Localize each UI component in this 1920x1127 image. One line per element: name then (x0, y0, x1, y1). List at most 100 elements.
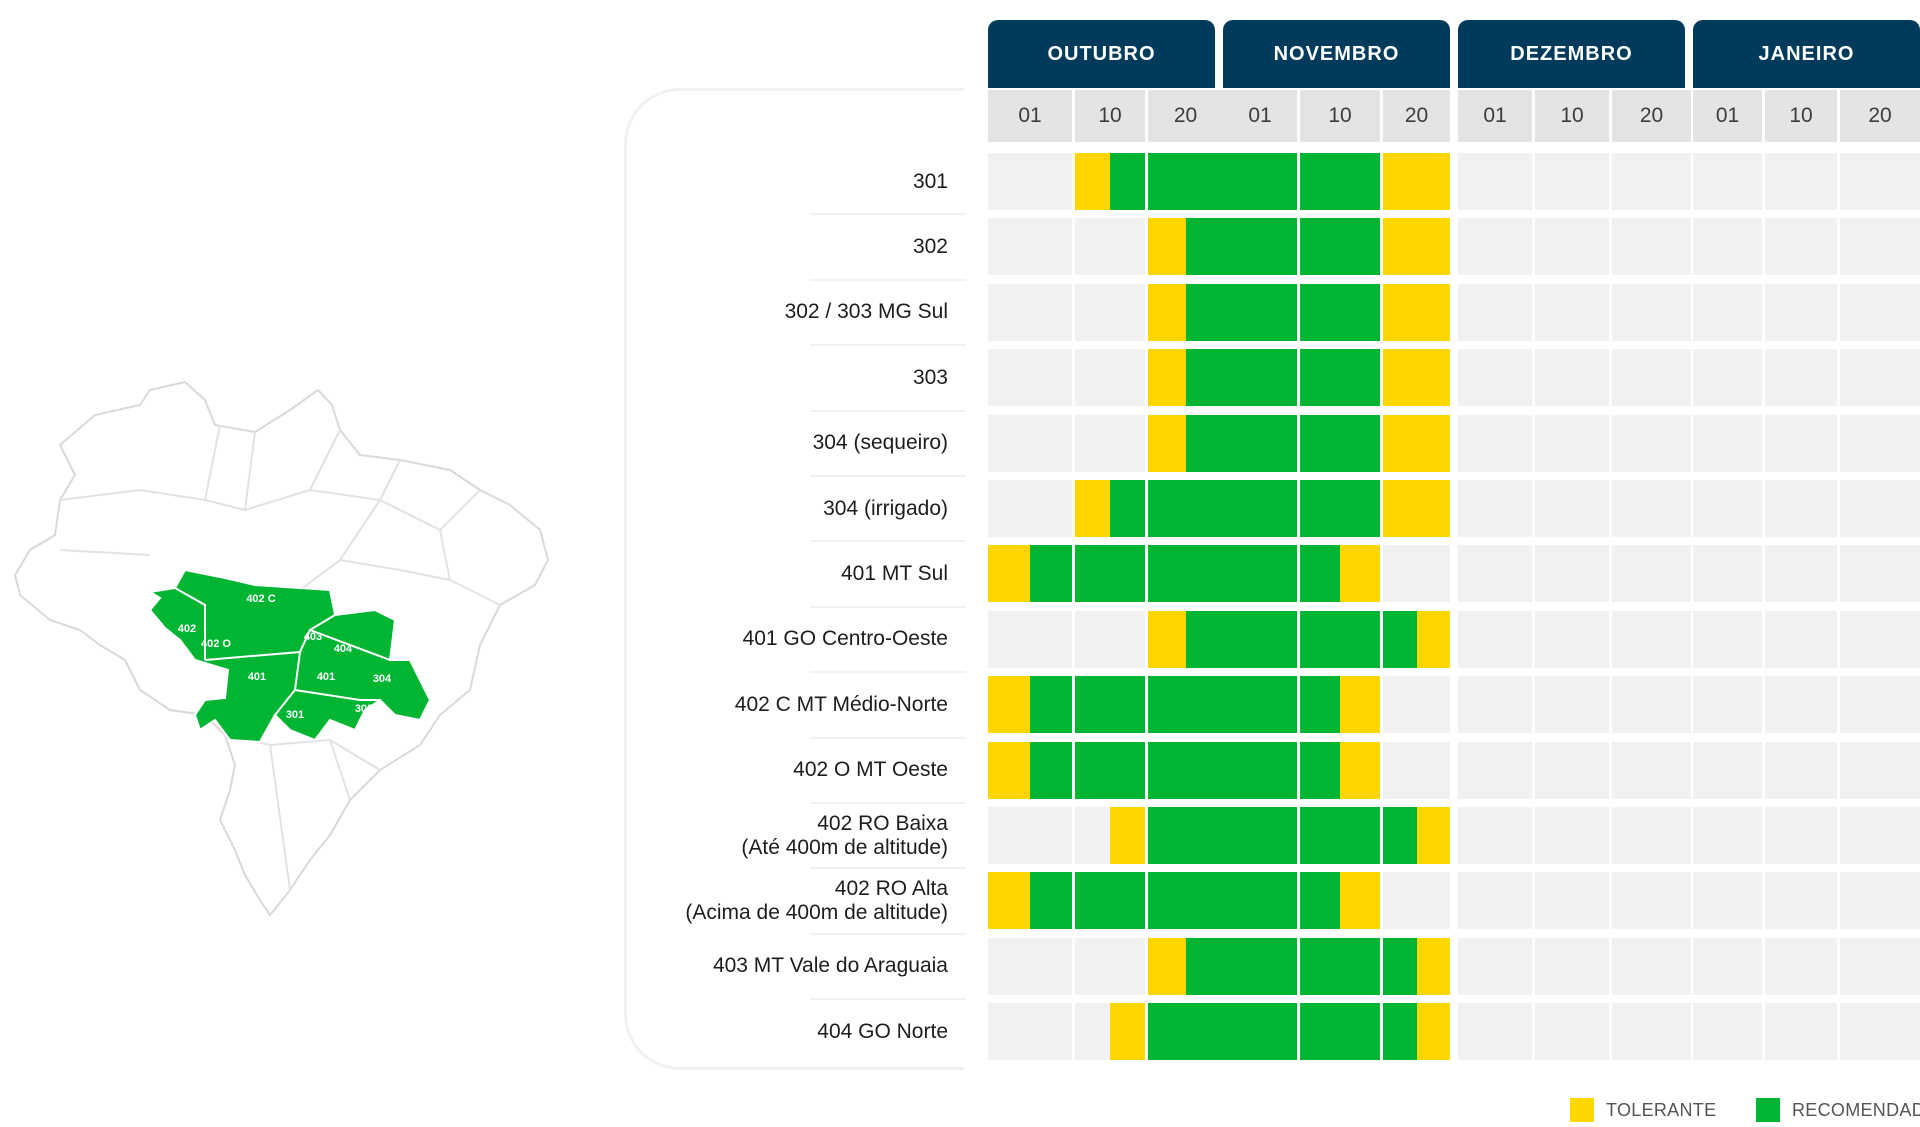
recomendado-mark (1185, 676, 1223, 734)
calendar-cell (1300, 610, 1380, 668)
calendar-cell (1148, 1003, 1223, 1061)
tolerante-mark (1416, 414, 1450, 472)
recomendado-mark (1340, 610, 1380, 668)
recomendado-mark (1223, 1003, 1260, 1061)
calendar-cell (1223, 807, 1297, 864)
calendar-cell (1535, 349, 1609, 407)
calendar-cell (1300, 283, 1380, 341)
calendar-cell (1148, 545, 1223, 603)
recomendado-mark (1223, 610, 1260, 668)
recomendado-mark (1185, 807, 1223, 864)
calendar-cell (988, 872, 1072, 930)
recomendado-mark (1148, 153, 1186, 210)
calendar-cell (1223, 1003, 1297, 1061)
tolerante-mark (1340, 741, 1380, 799)
recomendado-mark (1260, 807, 1297, 864)
calendar-cell (1383, 283, 1450, 341)
recomendado-mark (1185, 610, 1223, 668)
calendar-cell (1458, 1003, 1532, 1061)
calendar-cell (988, 480, 1072, 537)
calendar-cell (1693, 283, 1762, 341)
recomendado-mark (1148, 807, 1186, 864)
tolerante-mark (1383, 153, 1417, 210)
recomendado-mark (1148, 1003, 1186, 1061)
row-label: 401 MT Sul (841, 561, 948, 585)
day-header-dezembro-20: 20 (1612, 90, 1691, 142)
tolerante-mark (1075, 153, 1110, 210)
calendar-cell (1535, 414, 1609, 472)
calendar-cell (1300, 414, 1380, 472)
calendar-cell (1300, 480, 1380, 537)
calendar-cell (1765, 414, 1837, 472)
calendar-cell (1223, 610, 1297, 668)
recomendado-mark (1300, 349, 1340, 407)
legend-swatch-recomendado (1756, 1098, 1780, 1122)
calendar-cell (988, 610, 1072, 668)
recomendado-mark (1185, 480, 1223, 537)
row-label: 302 / 303 MG Sul (784, 300, 948, 324)
calendar-cell (1535, 610, 1609, 668)
recomendado-mark (1075, 872, 1110, 930)
calendar-cell (1765, 1003, 1837, 1061)
recomendado-mark (1383, 610, 1417, 668)
calendar-cell (1840, 153, 1920, 210)
recomendado-mark (1300, 807, 1340, 864)
calendar-cell (1383, 872, 1450, 930)
calendar-cell (1535, 153, 1609, 210)
calendar-cell (1840, 545, 1920, 603)
calendar-cell (1765, 349, 1837, 407)
calendar-cell (1840, 414, 1920, 472)
calendar-cell (1535, 937, 1609, 995)
calendar-cell (1840, 1003, 1920, 1061)
recomendado-mark (1260, 545, 1297, 603)
month-header-outubro: OUTUBRO (988, 20, 1215, 88)
recomendado-mark (1223, 937, 1260, 995)
tolerante-mark (1340, 872, 1380, 930)
day-header-novembro-10: 10 (1300, 90, 1380, 142)
calendar-cell (1612, 1003, 1691, 1061)
recomendado-mark (1223, 349, 1260, 407)
day-header-outubro-20: 20 (1148, 90, 1223, 142)
calendar-cell (1765, 937, 1837, 995)
row-label: 403 MT Vale do Araguaia (712, 954, 948, 978)
calendar-cell (1300, 741, 1380, 799)
recomendado-mark (1075, 741, 1110, 799)
calendar-cell (1075, 676, 1145, 734)
month-header-janeiro: JANEIRO (1693, 20, 1920, 88)
tolerante-mark (1110, 1003, 1145, 1061)
day-header-janeiro-20: 20 (1840, 90, 1920, 142)
calendar-cell (1693, 218, 1762, 276)
calendar-cell (1148, 480, 1223, 537)
calendar-cell (1535, 283, 1609, 341)
calendar-cell (1300, 153, 1380, 210)
calendar-cell (1458, 610, 1532, 668)
calendar-cell (1765, 610, 1837, 668)
calendar-cell (1840, 807, 1920, 864)
calendar-cell (1300, 807, 1380, 864)
calendar-cell (1148, 283, 1223, 341)
recomendado-mark (1300, 480, 1340, 537)
row-divider (810, 540, 966, 543)
map-label-401-mt: 401 (248, 671, 266, 683)
row-divider (810, 867, 966, 870)
calendar-cell (1075, 741, 1145, 799)
tolerante-mark (1148, 610, 1186, 668)
tolerante-mark (1416, 1003, 1450, 1061)
calendar-cell (1458, 153, 1532, 210)
calendar-cell (1075, 414, 1145, 472)
calendar-cell (1765, 741, 1837, 799)
calendar-cell (988, 676, 1072, 734)
calendar-cell (1693, 545, 1762, 603)
tolerante-mark (1416, 480, 1450, 537)
calendar-cell (1300, 545, 1380, 603)
calendar-cell (1693, 807, 1762, 864)
recomendado-mark (1185, 153, 1223, 210)
month-header-novembro: NOVEMBRO (1223, 20, 1450, 88)
calendar-cell (1535, 480, 1609, 537)
calendar-cell (1765, 283, 1837, 341)
calendar-cell (1458, 676, 1532, 734)
tolerante-mark (1110, 807, 1145, 864)
calendar-cell (1693, 414, 1762, 472)
calendar-cell (988, 218, 1072, 276)
brazil-map: 402 402 C 402 O 401 403 404 401 304 303 … (13, 380, 550, 917)
